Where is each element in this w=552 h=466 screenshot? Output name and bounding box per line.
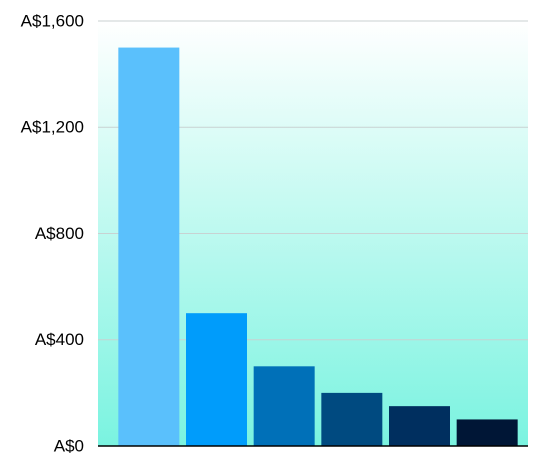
bar [456, 419, 518, 446]
y-tick-label: A$400 [35, 330, 84, 349]
y-tick-label: A$1,600 [21, 11, 84, 30]
bar [321, 392, 383, 446]
y-tick-label: A$800 [35, 224, 84, 243]
bar [118, 47, 180, 446]
bar [389, 406, 450, 446]
y-tick-label: A$1,200 [21, 118, 84, 137]
bar [186, 313, 247, 446]
bar [253, 366, 315, 446]
y-tick-label: A$0 [54, 436, 84, 455]
